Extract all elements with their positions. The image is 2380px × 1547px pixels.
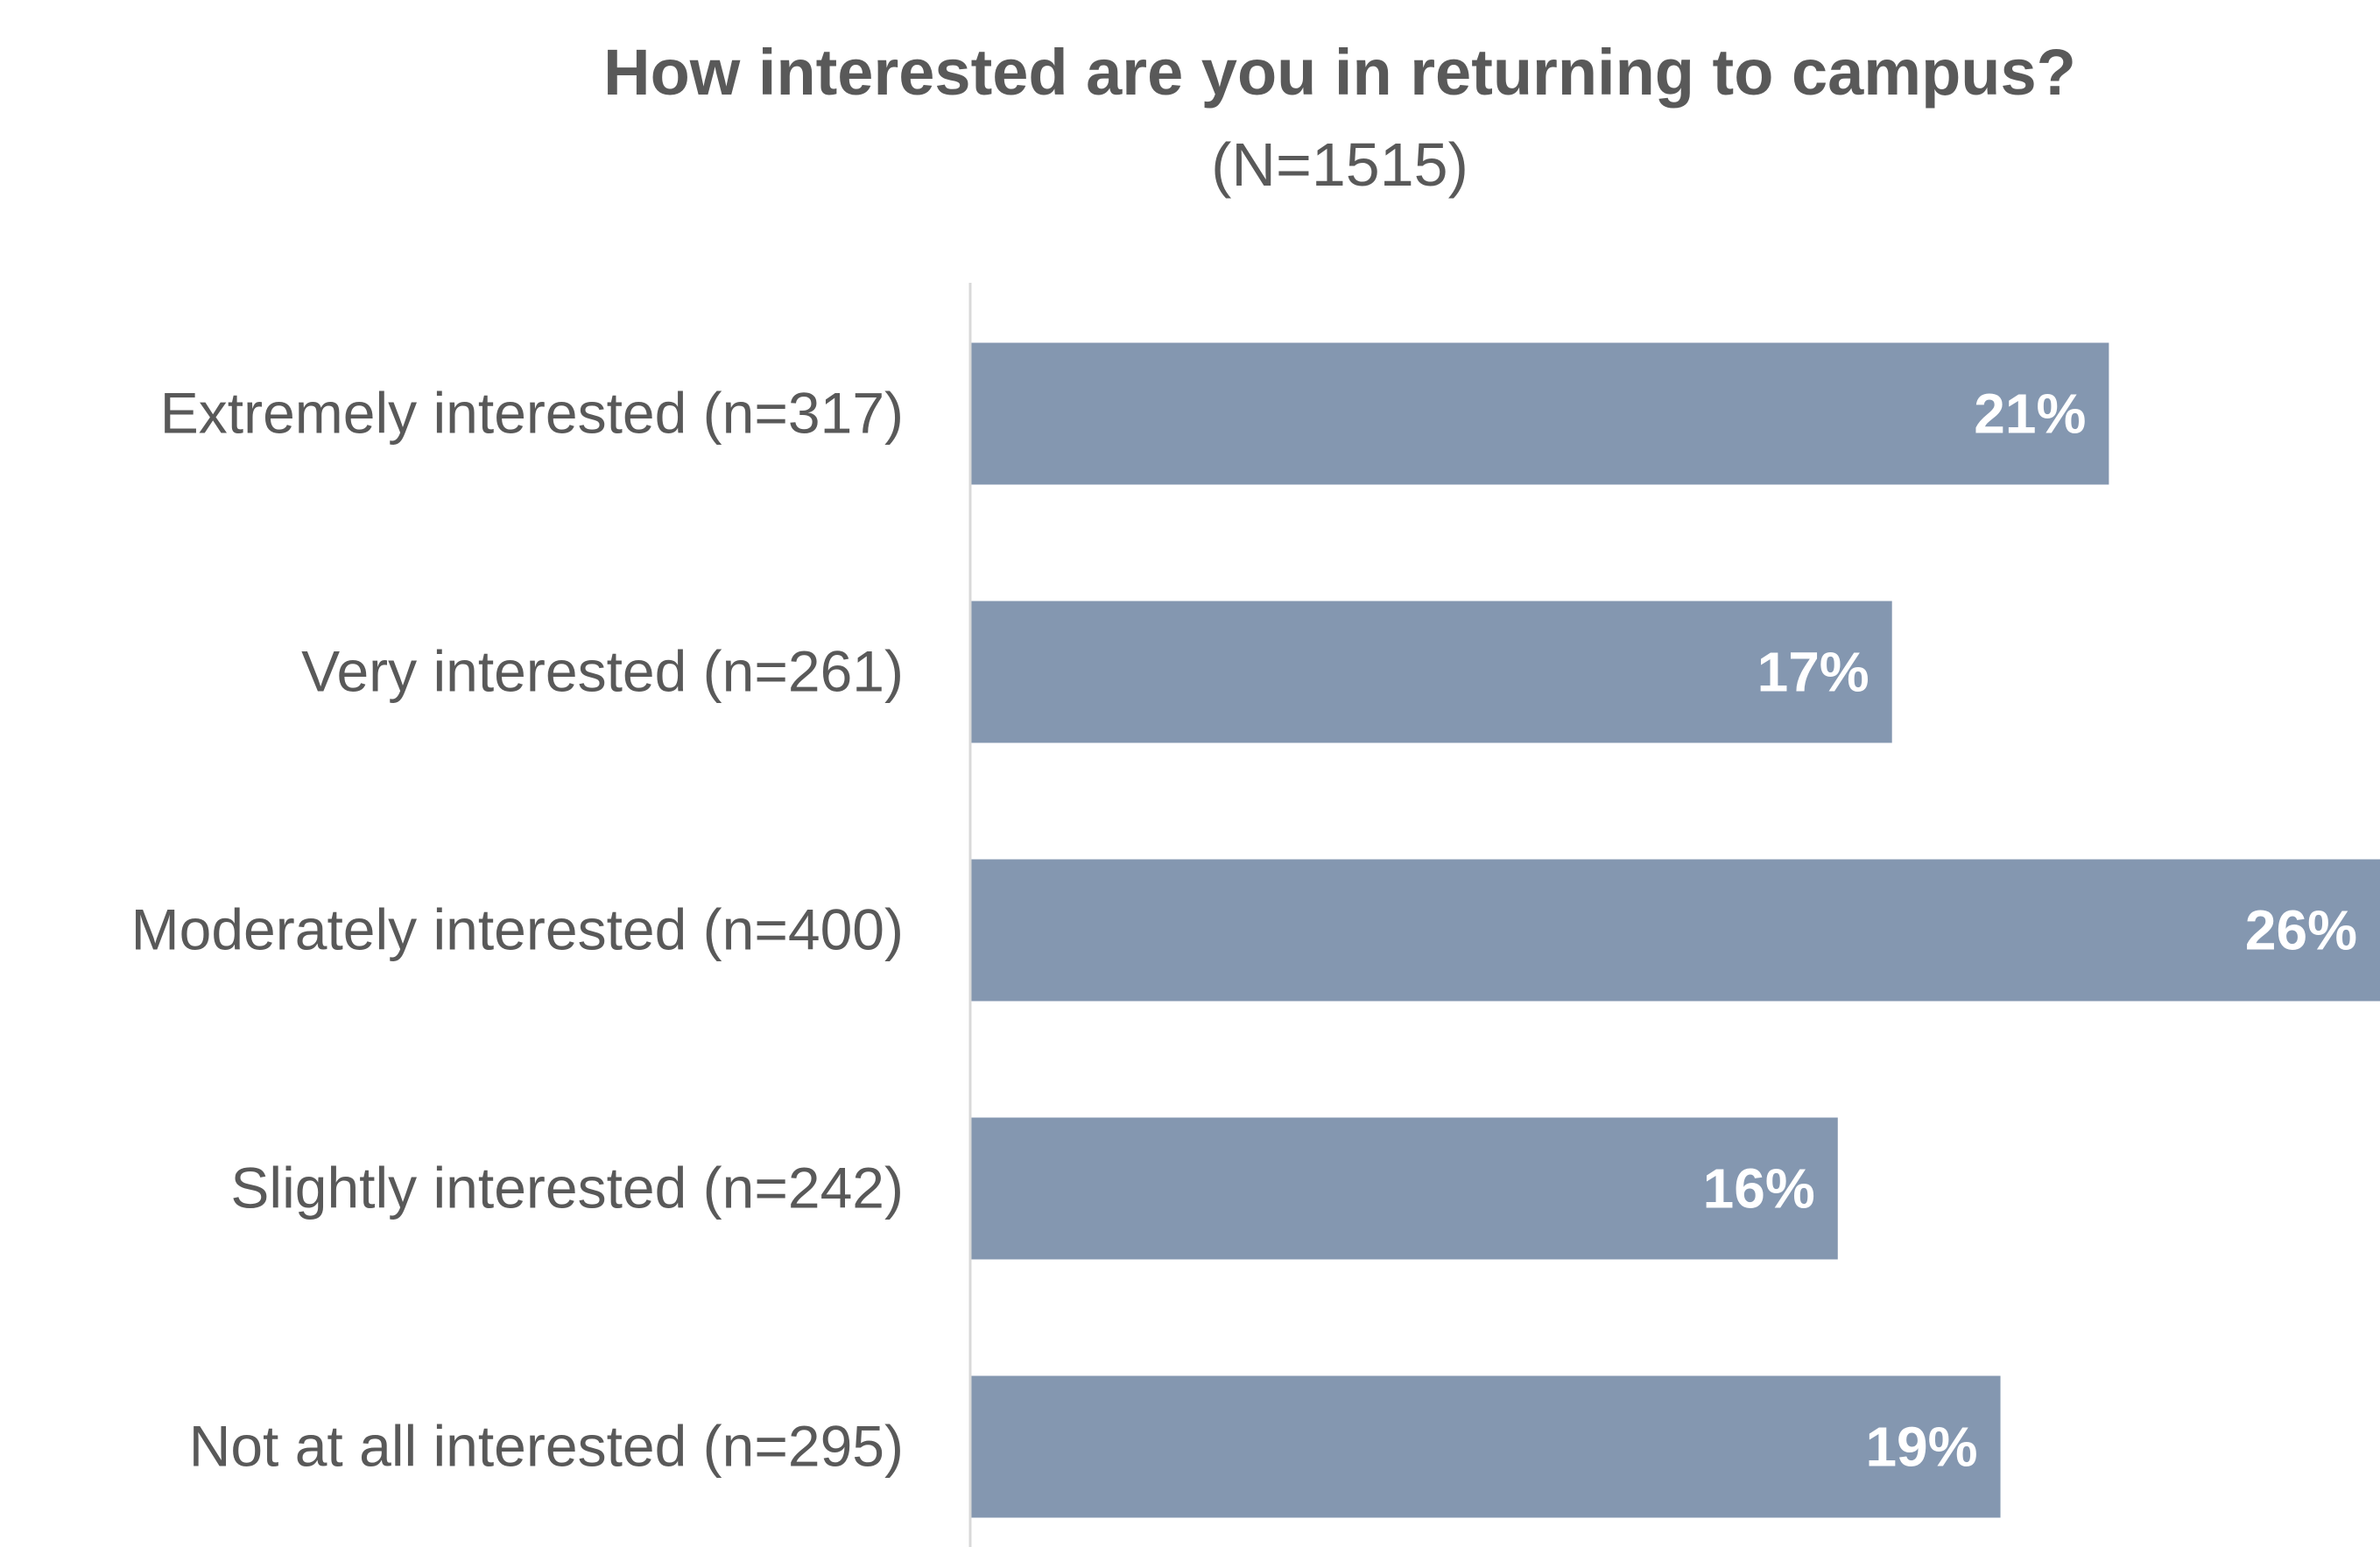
chart-title: How interested are you in returning to c… <box>603 36 2076 109</box>
chart-subtitle: (N=1515) <box>1211 130 1468 199</box>
category-labels-layer: Extremely interested (n=317) Very interes… <box>131 381 904 1479</box>
bar <box>970 1375 2001 1518</box>
bar <box>970 601 1892 743</box>
category-label: Extremely interested (n=317) <box>160 381 904 446</box>
category-label: Very interested (n=261) <box>301 639 904 704</box>
category-label: Not at all interested (n=295) <box>189 1414 904 1479</box>
bar <box>970 342 2109 485</box>
bar <box>970 1117 1838 1260</box>
data-label: 17% <box>1757 641 1869 704</box>
bars-layer: 21% 17% 26% 16% 19% <box>970 342 2380 1518</box>
data-label: 16% <box>1703 1157 1815 1220</box>
data-label: 19% <box>1865 1416 1977 1479</box>
data-label: 26% <box>2245 899 2357 962</box>
category-label: Slightly interested (n=242) <box>230 1156 904 1220</box>
bar <box>970 859 2380 1002</box>
data-label: 21% <box>1974 383 2086 446</box>
category-label: Moderately interested (n=400) <box>131 897 904 962</box>
